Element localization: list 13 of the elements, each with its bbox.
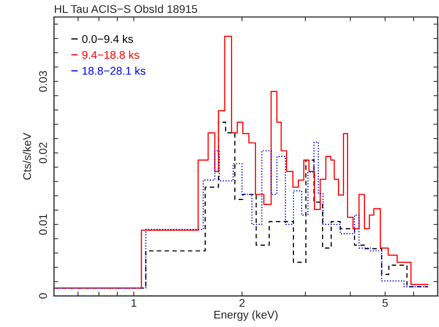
- x-axis-title: Energy (keV): [214, 310, 278, 321]
- chart-title: HL Tau ACIS−S ObsId 18915: [54, 4, 198, 13]
- y-axis-title: Cts/s/keV: [22, 132, 32, 180]
- y-tick-label: 0.02: [39, 142, 47, 164]
- y-tick-label: 0: [39, 293, 47, 299]
- x-tick-label: 1: [132, 299, 136, 307]
- x-tick-label: 5: [382, 299, 388, 307]
- legend-label: 9.4−18.8 ks: [82, 50, 140, 59]
- legend-label: 0.0−9.4 ks: [82, 34, 133, 43]
- x-tick-label: 2: [240, 299, 245, 307]
- legend-label: 18.8−28.1 ks: [82, 66, 146, 75]
- y-tick-label: 0.01: [39, 214, 47, 235]
- y-tick-label: 0.03: [39, 71, 47, 92]
